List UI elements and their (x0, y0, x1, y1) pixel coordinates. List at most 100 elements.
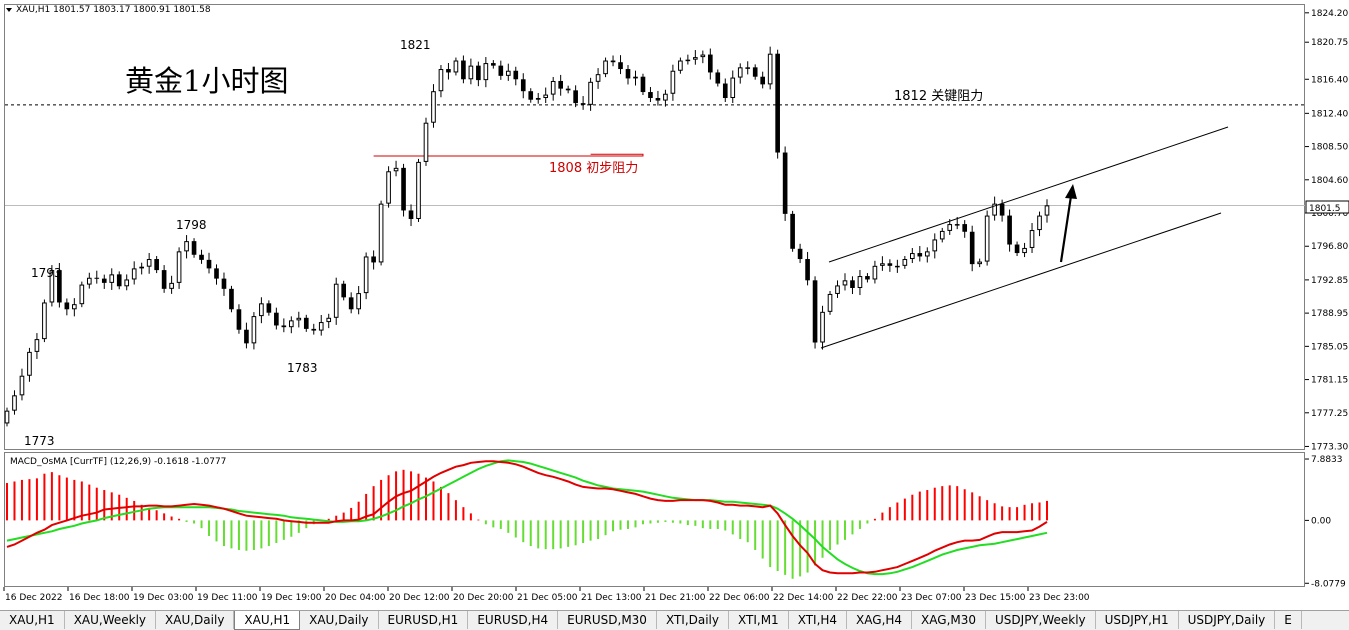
tab-xag-m30[interactable]: XAG,M30 (912, 611, 987, 629)
candle-down (199, 254, 204, 260)
time-tick-label: 19 Dec 03:00 (133, 593, 194, 603)
candle-up (678, 60, 683, 71)
candle-up (685, 59, 691, 62)
tab-xti-h4[interactable]: XTI,H4 (789, 611, 848, 629)
candle-up (356, 293, 361, 310)
time-tick-label: 21 Dec 05:00 (517, 593, 578, 603)
time-tick-label: 19 Dec 19:00 (261, 593, 322, 603)
tab-xau-h1-active[interactable]: XAU,H1 (234, 611, 301, 630)
tab-xag-h4[interactable]: XAG,H4 (847, 611, 913, 629)
macd-label: MACD_OsMA [CurrTF] (12,26,9) -0.1618 -1.… (10, 457, 226, 467)
candle-down (281, 325, 287, 328)
tab-xti-daily[interactable]: XTI,Daily (657, 611, 729, 629)
candle-up (670, 70, 676, 94)
candle-up (169, 282, 174, 289)
price-pane-frame (4, 4, 1305, 450)
candle-up (438, 69, 444, 92)
candle-up (1029, 230, 1035, 248)
candle-down (1014, 244, 1020, 254)
candle-up (932, 239, 938, 252)
tab-eurusd-h1[interactable]: EURUSD,H1 (379, 611, 469, 629)
candle-up (363, 256, 369, 294)
candle-up (131, 268, 137, 280)
candle-down (1007, 215, 1012, 245)
price-label-1793: 1793 (31, 266, 62, 280)
candle-down (446, 69, 451, 73)
tab-eurusd-m30[interactable]: EURUSD,M30 (558, 611, 657, 629)
tab-usdjpy-h1[interactable]: USDJPY,H1 (1096, 611, 1179, 629)
price-tick-label: 1800.70 (1311, 209, 1348, 219)
channel-lower-line (820, 212, 1222, 349)
candle-up (842, 280, 848, 286)
candle-down (812, 280, 818, 343)
candle-up (4, 410, 10, 424)
candle-up (663, 93, 668, 101)
key-resistance-label: 1812 关键阻力 (894, 89, 983, 104)
candle-up (259, 303, 264, 317)
price-tick-label: 1808.50 (1311, 143, 1348, 153)
price-tick-label: 1804.60 (1311, 176, 1348, 186)
channel-lines (820, 126, 1229, 349)
candle-up (745, 67, 751, 69)
candle-up (326, 317, 332, 323)
candle-down (274, 312, 279, 326)
candle-down (618, 62, 623, 70)
time-tick-label: 23 Dec 15:00 (965, 593, 1026, 603)
candle-down (371, 256, 376, 263)
candle-up (176, 251, 182, 283)
candle-down (775, 53, 780, 153)
tab-usdjpy-daily[interactable]: USDJPY,Daily (1179, 611, 1276, 629)
chart-title: 黄金1小时图 (125, 64, 288, 98)
tab-xau-daily[interactable]: XAU,Daily (156, 611, 235, 629)
candle-up (468, 65, 474, 80)
chart-canvas[interactable]: 1824.20 1820.75 1816.40 1812.40 1808.50 1804.… (0, 0, 1349, 610)
candle-up (588, 81, 593, 105)
price-tick-label: 1820.75 (1311, 38, 1348, 48)
candle-down (491, 63, 496, 66)
candle-up (535, 98, 541, 100)
symbol-info: XAU,H1 1801.57 1803.17 1800.91 1801.58 (16, 5, 211, 15)
candle-up (42, 302, 47, 340)
initial-resistance-line (373, 153, 644, 157)
osma-histogram (6, 469, 1048, 579)
candle-down (917, 253, 923, 257)
candle-down (244, 329, 249, 344)
tab-xau-weekly[interactable]: XAU,Weekly (65, 611, 157, 629)
time-tick-label: 23 Dec 23:00 (1029, 593, 1090, 603)
tab-eurusd-h4[interactable]: EURUSD,H4 (468, 611, 559, 629)
tab-xau-daily-2[interactable]: XAU,Daily (300, 611, 379, 629)
tab-overflow[interactable]: E (1275, 611, 1302, 629)
candle-up (12, 395, 17, 411)
tab-xti-m1[interactable]: XTI,M1 (729, 611, 789, 629)
price-label-1798: 1798 (176, 218, 207, 232)
macd-tick-label: -8.0779 (1311, 579, 1346, 589)
tab-usdjpy-weekly[interactable]: USDJPY,Weekly (986, 611, 1096, 629)
candle-up (49, 270, 55, 303)
candle-down (154, 259, 159, 271)
time-tick-label: 22 Dec 06:00 (709, 593, 770, 603)
candle-up (86, 277, 92, 285)
candle-up (318, 322, 324, 331)
candle-up (827, 293, 833, 312)
candle-up (984, 215, 990, 262)
candle-up (924, 251, 930, 257)
candle-down (580, 103, 586, 105)
candle-up (700, 54, 706, 58)
candle-down (57, 270, 62, 303)
candle-up (483, 63, 489, 81)
collapse-arrow-icon[interactable] (6, 8, 12, 12)
candle-down (229, 288, 234, 310)
candle-up (977, 261, 982, 265)
candle-down (999, 203, 1005, 216)
candle-up (27, 351, 32, 376)
macd-axis: 7.8833 0.00 -8.0779 (1305, 455, 1346, 589)
candle-up (34, 339, 40, 352)
candle-up (431, 91, 436, 123)
candle-down (752, 67, 758, 77)
candle-up (880, 263, 885, 266)
tab-xau-h1[interactable]: XAU,H1 (0, 611, 65, 629)
price-tick-label: 1812.40 (1311, 109, 1348, 119)
price-label-1821: 1821 (400, 38, 431, 52)
candle-down (498, 65, 504, 76)
candle-down (161, 270, 167, 289)
